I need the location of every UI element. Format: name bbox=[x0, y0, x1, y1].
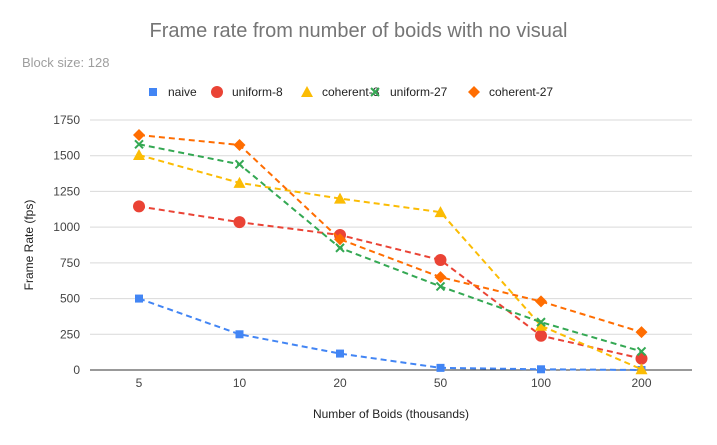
data-point bbox=[436, 363, 445, 372]
legend-marker bbox=[211, 86, 223, 98]
legend-item: coherent-8 bbox=[300, 84, 379, 100]
series-coherent-8 bbox=[133, 149, 648, 375]
data-point bbox=[334, 192, 346, 204]
data-point bbox=[537, 365, 545, 374]
data-point bbox=[435, 281, 446, 292]
x-tick-label: 50 bbox=[434, 376, 448, 390]
legend-marker-shape bbox=[301, 86, 313, 97]
x-axis-title: Number of Boids (thousands) bbox=[313, 407, 469, 421]
series-coherent-27 bbox=[133, 129, 648, 339]
x-tick-label: 5 bbox=[136, 376, 143, 390]
legend-label: uniform-27 bbox=[390, 85, 448, 99]
y-tick-label: 1500 bbox=[53, 149, 80, 163]
data-point bbox=[336, 349, 344, 358]
data-point bbox=[636, 346, 647, 357]
x-tick-label: 200 bbox=[631, 376, 651, 390]
legend-marker bbox=[370, 87, 380, 97]
y-tick-label: 0 bbox=[73, 363, 80, 377]
chart-legend: naive uniform-8 coherent-8 uniform-27 cohere… bbox=[0, 84, 717, 100]
data-point bbox=[434, 206, 447, 218]
series-line bbox=[138, 154, 642, 371]
legend-marker-shape bbox=[370, 87, 380, 97]
x-tick-label: 20 bbox=[333, 376, 347, 390]
data-point bbox=[434, 254, 447, 266]
legend-marker-shape bbox=[211, 86, 223, 98]
y-tick-label: 1750 bbox=[53, 113, 80, 127]
chart-title: Frame rate from number of boids with no … bbox=[149, 20, 568, 42]
legend-marker bbox=[468, 86, 480, 98]
legend-marker-shape bbox=[149, 88, 157, 96]
data-point bbox=[133, 149, 145, 160]
data-point bbox=[233, 176, 246, 188]
y-tick-label: 250 bbox=[60, 327, 80, 341]
chart-subtitle: Block size: 128 bbox=[22, 55, 110, 70]
legend-marker bbox=[301, 86, 313, 97]
data-point bbox=[334, 233, 346, 246]
data-point bbox=[135, 294, 143, 303]
series-uniform-27 bbox=[134, 139, 647, 357]
legend-marker-shape bbox=[468, 86, 480, 98]
data-point bbox=[235, 330, 244, 339]
y-tick-label: 1250 bbox=[53, 184, 80, 198]
y-tick-label: 750 bbox=[60, 256, 80, 270]
legend-label: naive bbox=[168, 85, 197, 99]
legend-label: coherent-8 bbox=[322, 85, 380, 99]
series-line bbox=[138, 205, 642, 360]
data-point bbox=[234, 159, 245, 169]
legend-label: uniform-8 bbox=[232, 85, 283, 99]
data-point bbox=[635, 326, 648, 339]
series-uniform-8 bbox=[133, 200, 648, 365]
y-tick-label: 500 bbox=[60, 292, 80, 306]
data-point bbox=[233, 216, 246, 229]
data-point bbox=[134, 139, 144, 149]
data-point bbox=[335, 243, 345, 253]
legend-marker bbox=[149, 88, 157, 96]
data-point bbox=[434, 271, 447, 284]
data-point bbox=[233, 139, 246, 151]
data-point bbox=[133, 200, 145, 213]
legend-item: uniform-8 bbox=[210, 84, 283, 100]
data-point bbox=[535, 295, 547, 308]
data-point bbox=[536, 317, 546, 327]
series-line bbox=[138, 134, 642, 334]
x-tick-label: 100 bbox=[531, 376, 551, 390]
legend-item: uniform-27 bbox=[368, 84, 447, 100]
legend-label: coherent-27 bbox=[489, 85, 554, 99]
series-line bbox=[138, 143, 642, 353]
legend-item: coherent-27 bbox=[467, 84, 553, 100]
data-point bbox=[535, 329, 547, 342]
y-axis-title: Frame Rate (fps) bbox=[22, 200, 36, 291]
data-point bbox=[635, 363, 648, 375]
y-tick-label: 1000 bbox=[53, 220, 80, 234]
legend-item: naive bbox=[146, 84, 197, 100]
data-point bbox=[133, 129, 145, 141]
data-point bbox=[535, 319, 547, 331]
x-tick-label: 10 bbox=[233, 376, 247, 390]
